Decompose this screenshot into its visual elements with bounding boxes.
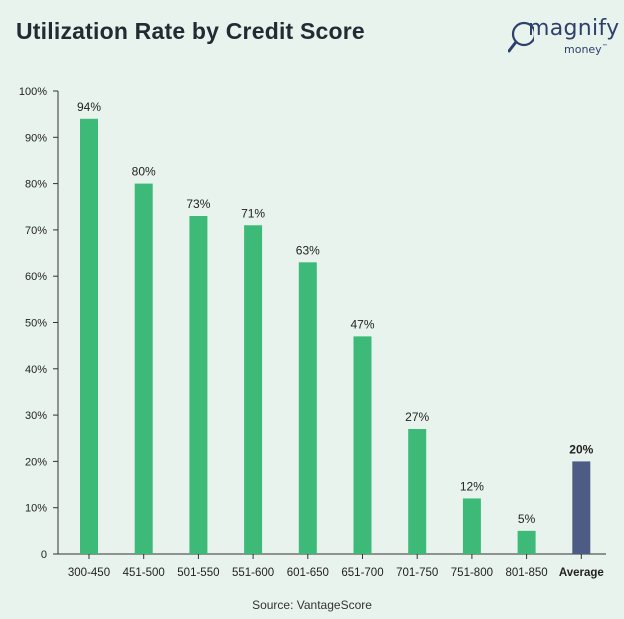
x-tick-label: 801-850: [505, 567, 547, 579]
bar: [298, 262, 317, 554]
y-tick-label: 40%: [25, 364, 47, 376]
x-tick-label: Average: [559, 567, 604, 579]
logo-word: magnify: [528, 16, 620, 41]
y-tick-label: 80%: [25, 179, 47, 191]
x-tick-label: 601-650: [287, 567, 329, 579]
x-tick-label: 651-700: [341, 567, 383, 579]
bar: [408, 428, 427, 554]
data-label: 47%: [350, 317, 374, 331]
bar: [572, 461, 591, 554]
bar: [517, 530, 536, 554]
bar: [80, 118, 98, 554]
data-label: 80%: [132, 165, 156, 179]
x-tick-label: 300-450: [68, 567, 110, 579]
data-label: 63%: [296, 243, 320, 257]
y-tick-label: 0: [41, 549, 47, 561]
data-label: 20%: [569, 442, 593, 456]
y-tick-label: 30%: [25, 410, 47, 422]
x-tick-label: 701-750: [396, 567, 438, 579]
source-note: Source: VantageScore: [252, 598, 372, 612]
data-label: 94%: [77, 100, 101, 114]
data-label: 73%: [186, 197, 210, 211]
x-tick-label: 501-550: [177, 567, 219, 579]
data-label: 27%: [405, 410, 429, 424]
y-tick-label: 50%: [25, 318, 47, 330]
data-label: 71%: [241, 206, 265, 220]
bar: [353, 336, 372, 554]
bar: [189, 216, 208, 554]
x-tick-label: 451-500: [123, 567, 165, 579]
bar: [134, 183, 153, 554]
bar: [462, 498, 481, 554]
logo-tm: ™: [601, 43, 608, 51]
data-label: 12%: [460, 479, 484, 493]
magnifier-icon: [508, 21, 534, 53]
x-tick-label: 751-800: [451, 567, 493, 579]
logo-sub-text: money: [564, 43, 602, 56]
y-tick-label: 10%: [25, 503, 47, 515]
data-label: 5%: [518, 512, 536, 526]
bar: [244, 225, 263, 554]
y-tick-label: 90%: [25, 132, 47, 144]
y-tick-label: 20%: [25, 456, 47, 468]
y-tick-label: 70%: [25, 225, 47, 237]
brand-logo: magnify money™: [506, 12, 619, 60]
y-tick-label: 100%: [19, 86, 47, 98]
y-tick-label: 60%: [25, 271, 47, 283]
x-tick-label: 551-600: [232, 567, 274, 579]
logo-sub: money™: [564, 43, 608, 56]
chart-title: Utilization Rate by Credit Score: [16, 18, 365, 44]
